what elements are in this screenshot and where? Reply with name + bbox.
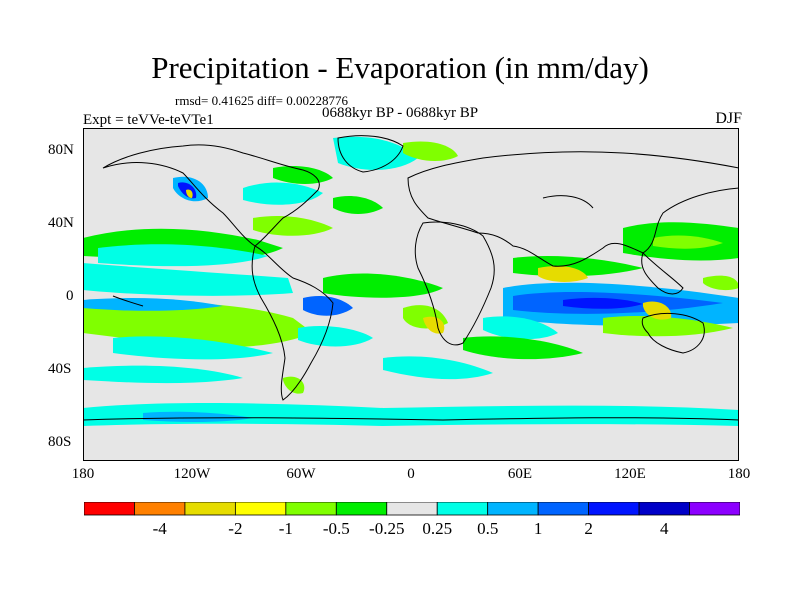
anomaly-fields [83, 136, 739, 426]
colorbar [84, 502, 740, 516]
colorbar-swatch [386, 502, 438, 516]
colorbar-label: 4 [660, 519, 669, 538]
chart-title: Precipitation - Evaporation (in mm/day) [151, 50, 649, 85]
x-tick-label: 60W [286, 466, 316, 482]
y-tick-label: 80S [48, 434, 72, 450]
colorbar-swatch [234, 502, 287, 516]
map-plot [83, 128, 739, 461]
colorbar-label: -4 [152, 519, 167, 538]
map-frame [83, 128, 739, 461]
coastlines [83, 135, 739, 421]
x-tick-label: 180 [71, 466, 95, 482]
x-tick-label: 180 [727, 466, 751, 482]
y-tick-label: 40S [48, 361, 72, 377]
x-tick-label: 120W [173, 466, 211, 482]
colorbar-swatch [487, 502, 539, 516]
colorbar-label: -0.5 [322, 519, 350, 538]
colorbar-label: 0.25 [422, 519, 453, 538]
season-label: DJF [715, 110, 742, 127]
stats-text: rmsd= 0.41625 diff= 0.00228776 [175, 93, 348, 108]
x-tick-label: 120E [614, 466, 646, 482]
y-tick-label: 80N [48, 142, 74, 158]
x-tick-label: 60E [507, 466, 533, 482]
experiment-label: Expt = teVVe-teVTe1 [83, 112, 214, 128]
colorbar-label: -1 [278, 519, 293, 538]
colorbar-swatch [436, 502, 489, 516]
period-text: 0688kyr BP - 0688kyr BP [322, 105, 479, 121]
y-tick-label: 40N [48, 215, 74, 231]
colorbar-swatch [184, 502, 236, 516]
colorbar-label: -0.25 [369, 519, 405, 538]
colorbar-swatch [638, 502, 690, 516]
colorbar-swatch [537, 502, 590, 516]
x-tick-label: 0 [407, 466, 415, 482]
colorbar-label: 0.5 [477, 519, 499, 538]
colorbar-label: -2 [228, 519, 243, 538]
colorbar-label: 1 [533, 519, 543, 538]
colorbar-swatch [84, 502, 135, 516]
colorbar-swatch [335, 502, 388, 516]
y-tick-label: 0 [66, 288, 74, 304]
colorbar-label: 2 [584, 519, 593, 538]
colorbar-swatch [689, 502, 740, 516]
colorbar-swatch [285, 502, 337, 516]
colorbar-swatch [588, 502, 640, 516]
colorbar-swatch [134, 502, 186, 516]
